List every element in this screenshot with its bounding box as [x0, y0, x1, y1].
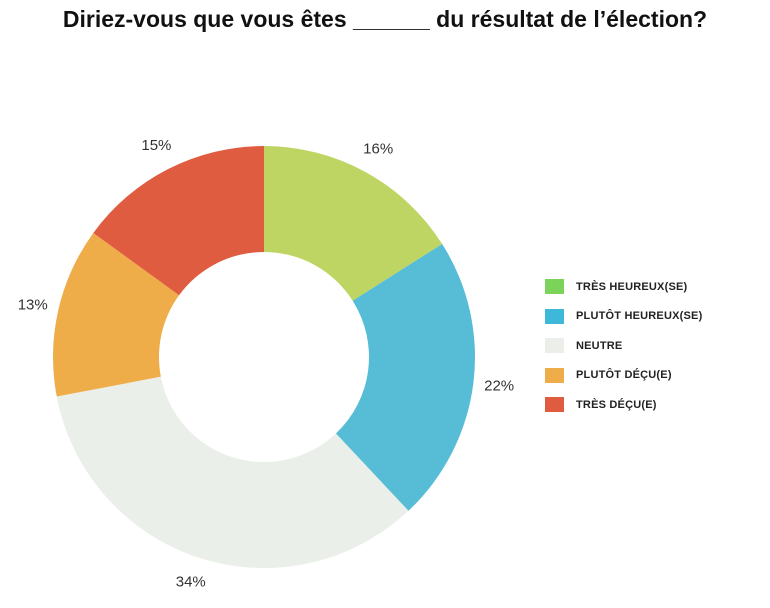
slice-1 — [264, 146, 443, 301]
legend-swatch-5 — [545, 397, 564, 413]
legend-swatch-4 — [545, 367, 564, 383]
legend-swatch-3 — [545, 338, 564, 354]
legend-item-4: PLUTÔT DÉÇU(E) — [545, 361, 702, 391]
slice-2 — [335, 243, 476, 511]
legend-label-2: PLUTÔT HEUREUX(SE) — [576, 310, 703, 323]
slice-label-2: 22% — [484, 378, 514, 395]
legend-item-5: TRÈS DÉÇU(E) — [545, 390, 702, 420]
slice-3 — [56, 376, 409, 569]
legend: TRÈS HEUREUX(SE) PLUTÔT HEUREUX(SE) NEUTRE… — [545, 272, 702, 420]
legend-item-3: NEUTRE — [545, 331, 702, 361]
legend-label-3: NEUTRE — [576, 339, 623, 352]
slice-label-1: 16% — [363, 140, 393, 157]
slice-label-5: 15% — [141, 137, 171, 154]
legend-label-1: TRÈS HEUREUX(SE) — [576, 280, 688, 293]
legend-label-5: TRÈS DÉÇU(E) — [576, 398, 657, 411]
legend-item-1: TRÈS HEUREUX(SE) — [545, 272, 702, 302]
slice-4 — [53, 232, 180, 397]
legend-label-4: PLUTÔT DÉÇU(E) — [576, 369, 672, 382]
chart-title: Diriez-vous que vous êtes ______ du résu… — [62, 6, 708, 32]
legend-item-2: PLUTÔT HEUREUX(SE) — [545, 302, 702, 332]
legend-swatch-2 — [545, 308, 564, 324]
slice-label-3: 34% — [176, 573, 206, 590]
legend-swatch-1 — [545, 279, 564, 295]
slice-label-4: 13% — [18, 296, 48, 313]
slice-5 — [93, 146, 264, 296]
